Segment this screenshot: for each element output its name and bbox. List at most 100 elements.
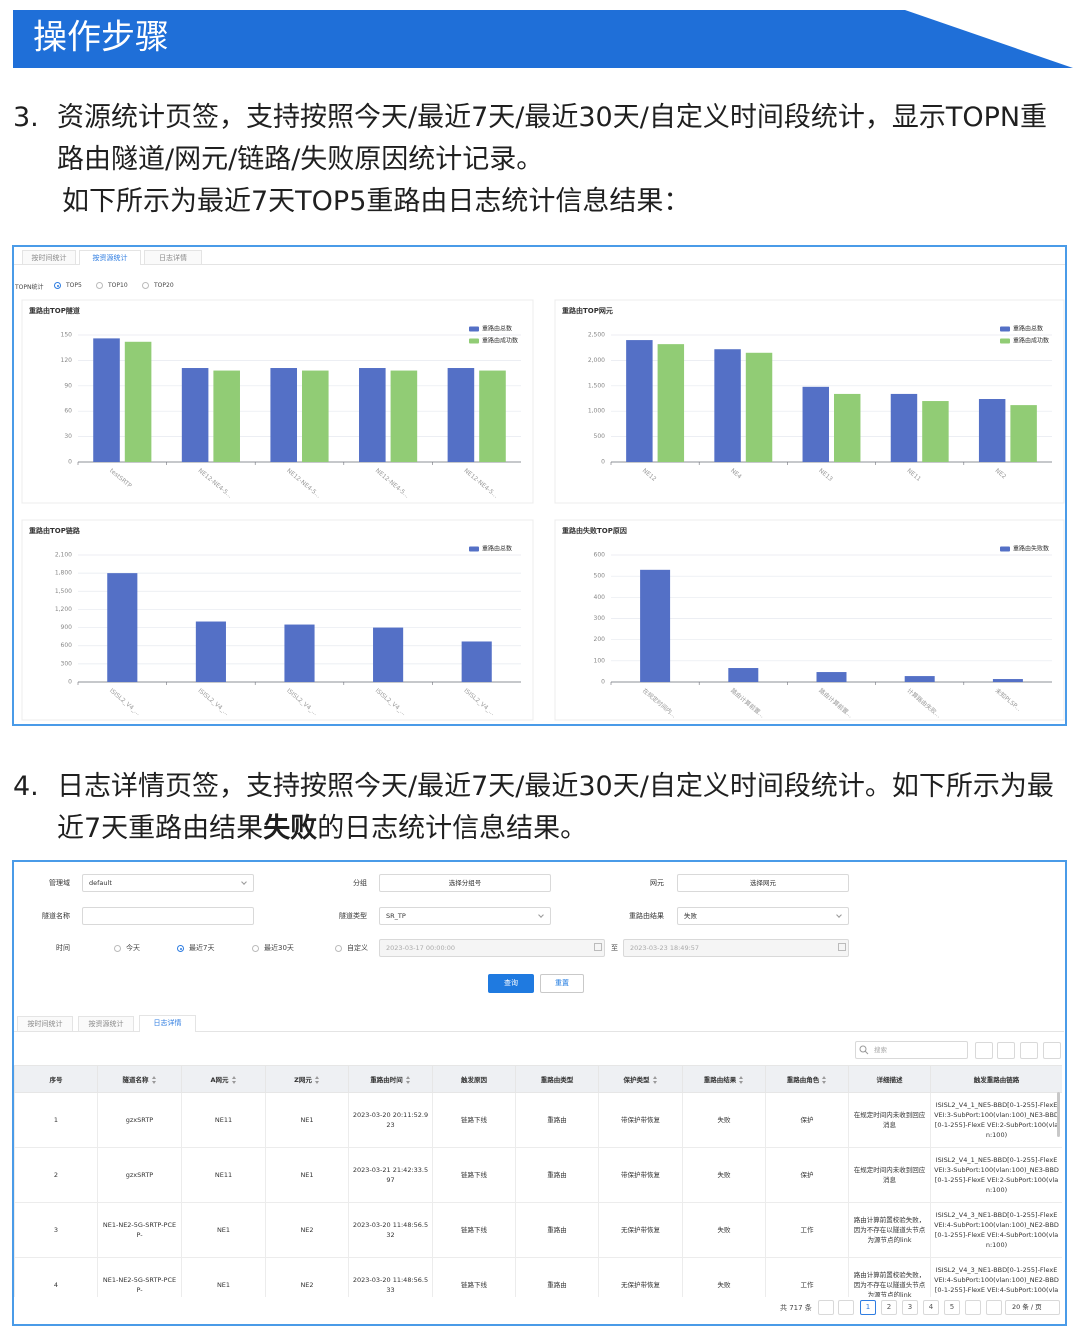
text-input[interactable] [82, 907, 254, 925]
filter-label: 隧道类型 [339, 912, 367, 920]
bar [802, 386, 829, 462]
columns-button[interactable] [997, 1042, 1015, 1059]
picker[interactable]: 选择网元 [677, 874, 849, 892]
bar [745, 352, 773, 462]
chart-title: 重路由TOP隧道 [29, 306, 80, 315]
y-tick-label: 0 [68, 459, 72, 466]
picker[interactable]: 选择分组号 [379, 874, 551, 892]
page-button[interactable]: 5 [944, 1300, 960, 1315]
query-button[interactable]: 查询 [488, 974, 534, 993]
page-button[interactable]: 3 [902, 1300, 918, 1315]
next-page[interactable] [965, 1300, 981, 1315]
page-current[interactable]: 1 [860, 1300, 876, 1315]
banner-shape [13, 10, 1073, 68]
time-option[interactable]: 最近30天 [264, 944, 294, 952]
table-cell: 链路下线 [432, 1147, 516, 1203]
sort-icon[interactable] [405, 1076, 411, 1084]
chart-title: 重路由TOP链路 [29, 526, 81, 535]
legend-label: 重路由失败数 [1013, 545, 1049, 553]
table-row: 3 NE1-NE2-5G-SRTP-PCEP- NE1 NE2 2023-03-20 1… [14, 1202, 1062, 1258]
search-input[interactable]: 搜索 [855, 1041, 968, 1059]
first-page[interactable] [818, 1300, 834, 1315]
table-cell: 在规定时间内未收到回应消息 [848, 1147, 931, 1203]
chart-title: 重路由失败TOP原因 [562, 526, 627, 535]
table-cell: 4 [14, 1257, 98, 1297]
topn-option[interactable]: TOP20 [154, 282, 174, 289]
y-tick-label: 60 [64, 408, 72, 415]
select-value: default [89, 879, 112, 887]
prev-page[interactable] [838, 1300, 854, 1315]
table-row: 1 gzxSRTP NE11 NE1 2023-03-20 20:11:52.923 链路… [14, 1092, 1062, 1148]
refresh-button[interactable] [1020, 1042, 1038, 1059]
select[interactable]: default [82, 874, 254, 892]
column-header: 重路由结果 [682, 1065, 766, 1093]
bar [447, 368, 475, 462]
y-tick-label: 500 [594, 573, 606, 580]
sort-icon[interactable] [151, 1076, 157, 1084]
table-cell: 2023-03-20 11:48:56.532 [348, 1202, 433, 1258]
last-page[interactable] [986, 1300, 1002, 1315]
page-size-select[interactable]: 20 条 / 页 [1005, 1300, 1060, 1315]
table-cell: ISISL2_V4_3_NE1-BBD[0-1-255]-FlexE VEI:4… [930, 1257, 1062, 1297]
sort-icon[interactable] [652, 1076, 658, 1084]
topn-option[interactable]: TOP10 [108, 282, 128, 289]
radio[interactable] [142, 282, 149, 289]
bar [657, 344, 685, 462]
legend-label: 重路由成功数 [1013, 337, 1049, 345]
radio[interactable] [177, 945, 184, 952]
header-banner: 操作步骤 [13, 10, 1073, 68]
table-cell: 路由计算前置校验失败，因为不存在以隧道头节点为源节点的link [848, 1257, 931, 1297]
y-tick-label: 600 [594, 552, 606, 559]
table-cell: 链路下线 [432, 1257, 516, 1297]
table-cell: 在规定时间内未收到回应消息 [848, 1092, 931, 1148]
time-option[interactable]: 最近7天 [189, 944, 215, 952]
tab[interactable]: 按资源统计 [78, 1016, 134, 1031]
tab[interactable]: 按时间统计 [22, 250, 76, 264]
radio[interactable] [114, 945, 121, 952]
radio[interactable] [335, 945, 342, 952]
select[interactable]: 失败 [677, 907, 849, 925]
sort-icon[interactable] [822, 1076, 827, 1084]
time-option[interactable]: 今天 [126, 944, 140, 952]
page-button[interactable]: 4 [923, 1300, 939, 1315]
bar [904, 676, 935, 682]
page-button[interactable]: 2 [881, 1300, 897, 1315]
y-tick-label: 2,500 [588, 332, 605, 339]
table-cell: NE2 [265, 1257, 349, 1297]
table-cell: 带保护带恢复 [598, 1147, 683, 1203]
radio[interactable] [54, 282, 61, 289]
sort-icon[interactable] [231, 1076, 237, 1084]
reset-button[interactable]: 重置 [540, 974, 584, 993]
table-cell: NE1-NE2-5G-SRTP-PCEP- [97, 1202, 182, 1258]
time-option[interactable]: 自定义 [347, 944, 368, 952]
sort-icon[interactable] [739, 1076, 744, 1084]
radio[interactable] [252, 945, 259, 952]
text: 日志详情页签，支持按照今天/最近7天/最近30天/自定义时间段统计。如下所示为最… [57, 771, 1054, 844]
column-header: 重路由时间 [348, 1065, 433, 1093]
sort-icon[interactable] [314, 1076, 320, 1084]
chart-title: 重路由TOP网元 [562, 306, 613, 315]
topn-option[interactable]: TOP5 [66, 282, 82, 289]
radio[interactable] [96, 282, 103, 289]
tab[interactable]: 日志详情 [144, 250, 202, 264]
column-title: 重路由角色 [786, 1076, 820, 1084]
date-input[interactable]: 2023-03-23 18:49:57 [623, 939, 849, 957]
tab-active[interactable]: 按资源统计 [79, 250, 141, 265]
table-cell: gzxSRTP [97, 1092, 182, 1148]
table-cell: NE1 [181, 1257, 266, 1297]
total-count: 共 717 条 [780, 1304, 812, 1312]
tab[interactable]: 按时间统计 [17, 1016, 73, 1031]
text: 的日志统计信息结果。 [317, 813, 588, 844]
log-table: 序号 隧道名称 A网元 Z网元 重路由时间 触发原因 重路由类型 保护类型 重路由结果 重路由角色… [14, 1065, 1062, 1297]
y-tick-label: 30 [64, 433, 72, 440]
export-button[interactable] [1043, 1042, 1061, 1059]
filter-button[interactable] [975, 1042, 993, 1059]
tab-active[interactable]: 日志详情 [139, 1015, 196, 1032]
header-row: 序号 隧道名称 A网元 Z网元 重路由时间 触发原因 重路由类型 保护类型 重路由结果 重路由角色… [14, 1065, 1062, 1093]
y-tick-label: 500 [594, 433, 606, 440]
legend-label: 重路由总数 [482, 545, 512, 553]
select[interactable]: SR_TP [379, 907, 551, 925]
date-input[interactable]: 2023-03-17 00:00:00 [379, 939, 605, 957]
column-header: 保护类型 [598, 1065, 683, 1093]
